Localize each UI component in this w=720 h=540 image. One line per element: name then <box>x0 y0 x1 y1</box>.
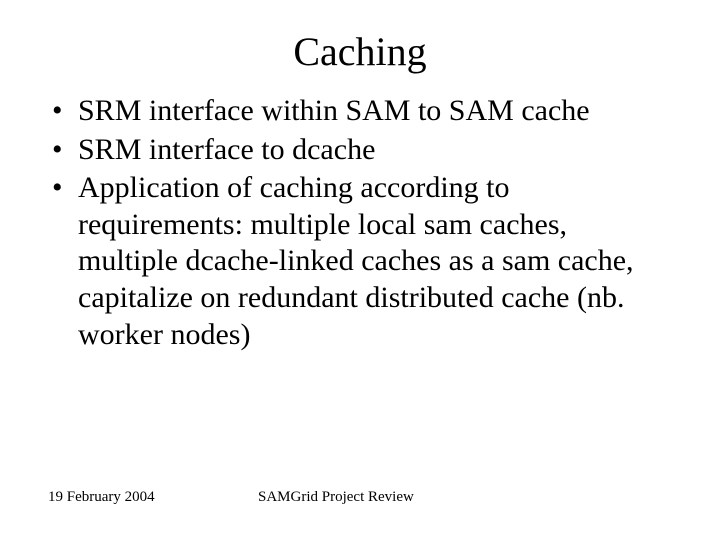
footer-date: 19 February 2004 <box>48 489 258 506</box>
footer-title: SAMGrid Project Review <box>258 489 414 506</box>
bullet-item: SRM interface within SAM to SAM cache <box>48 93 672 130</box>
bullet-item: Application of caching according to requ… <box>48 170 672 353</box>
bullet-item: SRM interface to dcache <box>48 132 672 169</box>
slide-footer: 19 February 2004 SAMGrid Project Review <box>48 489 672 506</box>
slide-title: Caching <box>48 28 672 75</box>
bullet-list: SRM interface within SAM to SAM cache SR… <box>48 93 672 353</box>
